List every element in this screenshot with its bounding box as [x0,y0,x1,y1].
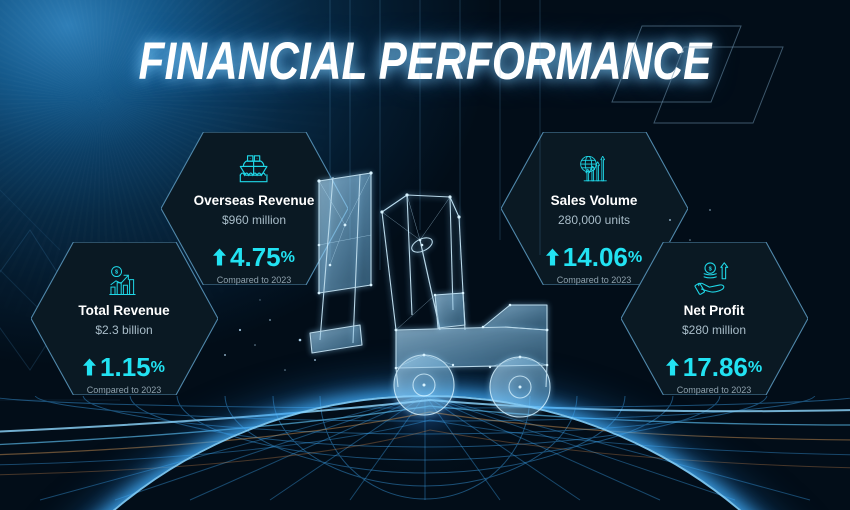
svg-text:$: $ [709,266,713,272]
